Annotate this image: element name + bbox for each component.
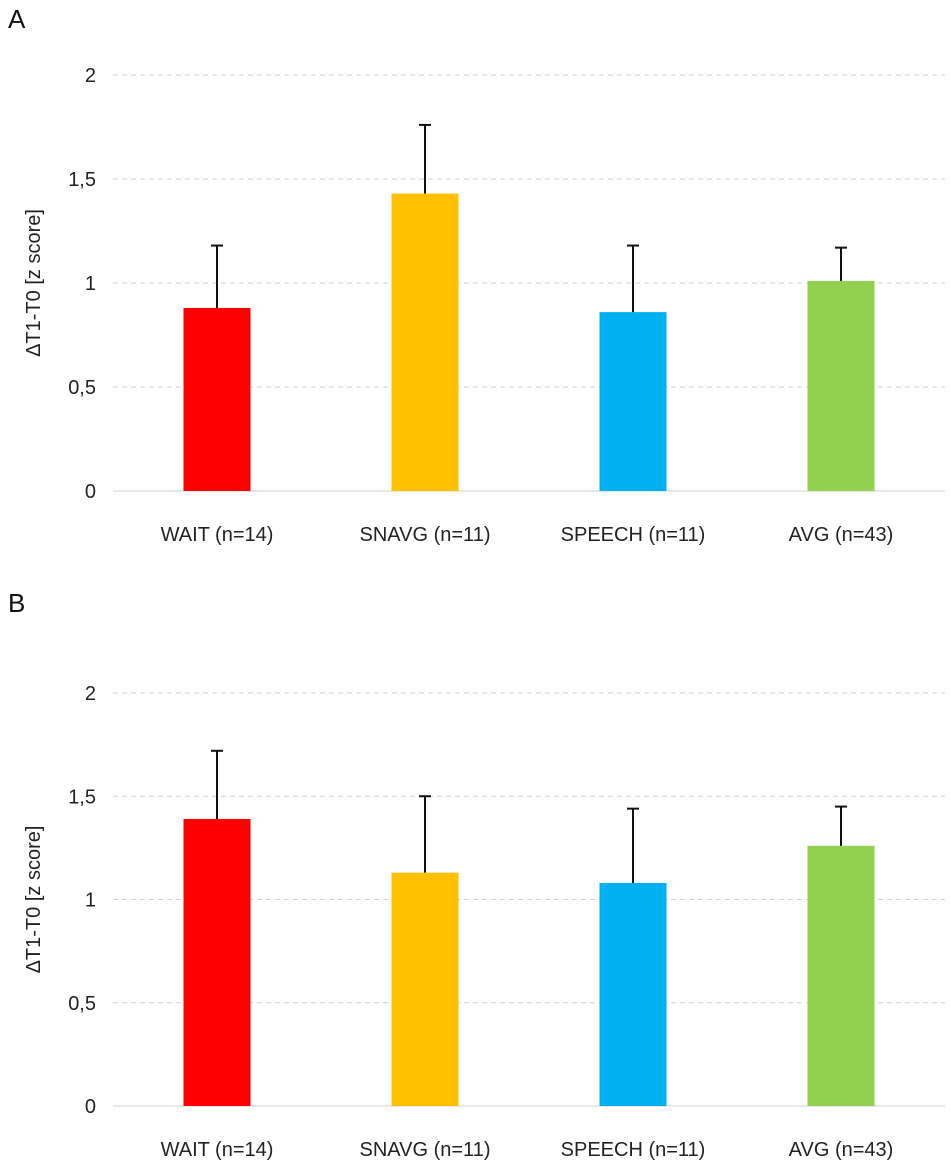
bar: [183, 307, 251, 491]
bar: [183, 818, 251, 1106]
x-tick-label: AVG (n=43): [789, 524, 894, 546]
bar: [807, 280, 875, 491]
y-tick-label: 1,5: [68, 786, 96, 808]
x-tick-label: WAIT (n=14): [161, 1139, 274, 1161]
y-tick-label: 1,5: [68, 169, 96, 191]
y-tick-label: 0: [85, 1096, 96, 1118]
bar-chart-b: 0 0,5 1 1,5 2 ΔT1-T0 [z score] WAIT (n=14) SNAV…: [23, 683, 945, 1161]
x-tick-label: SNAVG (n=11): [360, 524, 491, 546]
x-tick-label: SNAVG (n=11): [360, 1139, 491, 1161]
y-tick-label: 0,5: [68, 993, 96, 1015]
bar: [599, 312, 667, 491]
panel-label: A: [8, 4, 26, 34]
bar: [807, 845, 875, 1106]
bar: [599, 882, 667, 1106]
bar: [391, 193, 459, 491]
y-tick-label: 0,5: [68, 377, 96, 399]
y-tick-label: 1: [85, 273, 96, 295]
bar-chart-a: 0 0,5 1 1,5 2 ΔT1-T0 [z score] WAIT (n=14) SNAV…: [23, 65, 945, 546]
y-axis-label: ΔT1-T0 [z score]: [23, 209, 45, 357]
y-tick-label: 0: [85, 481, 96, 503]
x-tick-label: AVG (n=43): [789, 1139, 894, 1161]
y-tick-label: 2: [85, 65, 96, 87]
y-axis-label: ΔT1-T0 [z score]: [23, 826, 45, 974]
y-tick-label: 1: [85, 890, 96, 912]
chart-panel-b: B 0 0,5 1 1,5 2 ΔT1-T0 [z score] WAIT (n=14) SN…: [0, 584, 950, 1169]
chart-panel-a: A 0 0,5 1 1,5 2 ΔT1-T0 [z score] WAIT (n=14) SN…: [0, 0, 950, 584]
y-tick-label: 2: [85, 683, 96, 705]
bar: [391, 872, 459, 1106]
panel-label: B: [8, 588, 26, 618]
x-tick-label: WAIT (n=14): [161, 524, 274, 546]
x-tick-label: SPEECH (n=11): [561, 524, 706, 546]
x-tick-label: SPEECH (n=11): [561, 1139, 706, 1161]
